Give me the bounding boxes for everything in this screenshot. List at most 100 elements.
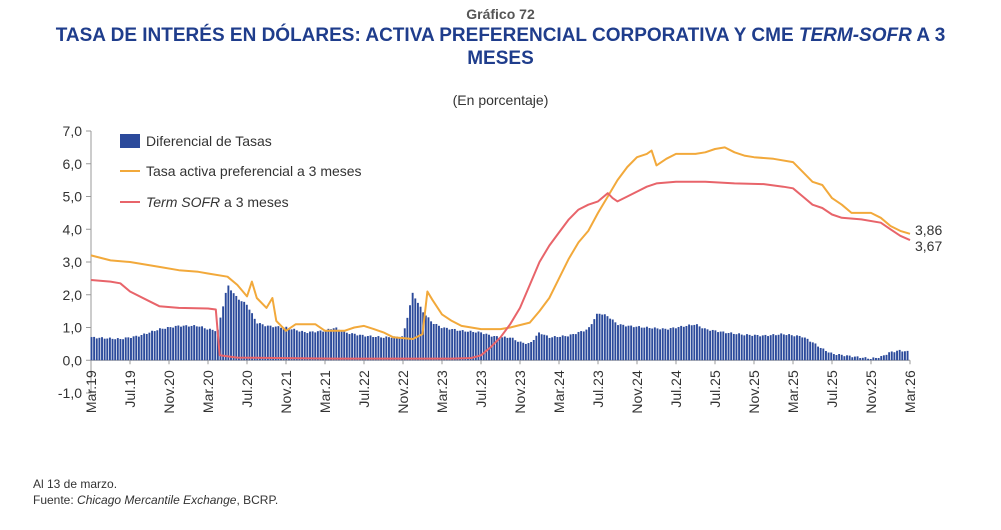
diferencial-bar xyxy=(761,335,764,361)
diferencial-bar xyxy=(380,337,383,361)
diferencial-bar xyxy=(185,325,188,361)
diferencial-bar xyxy=(422,312,425,361)
diferencial-bar xyxy=(796,335,798,361)
diferencial-bar xyxy=(882,355,885,361)
diferencial-bar xyxy=(285,326,288,361)
y-tick-label: -1,0 xyxy=(58,385,82,401)
diferencial-bar xyxy=(274,326,277,361)
bar-series-diferencial xyxy=(90,285,909,361)
diferencial-bar xyxy=(382,337,385,361)
diferencial-bar xyxy=(172,327,175,361)
diferencial-bar xyxy=(272,327,275,361)
legend-label-active: Tasa activa preferencial a 3 meses xyxy=(146,163,362,179)
diferencial-bar xyxy=(430,321,433,361)
diferencial-bar xyxy=(509,337,512,361)
diferencial-bar xyxy=(390,337,393,361)
diferencial-bar xyxy=(490,336,493,361)
footnote-date: Al 13 de marzo. xyxy=(33,477,118,491)
diferencial-bar xyxy=(343,331,346,361)
diferencial-bar xyxy=(888,352,891,361)
x-tick-label: Mar.25 xyxy=(785,370,801,413)
diferencial-bar xyxy=(140,335,143,361)
diferencial-bar xyxy=(330,329,332,361)
diferencial-bar xyxy=(519,341,522,361)
x-tick-label: Jul.23 xyxy=(590,370,606,408)
x-tick-label: Jul.23 xyxy=(473,370,489,408)
diferencial-bar xyxy=(322,331,325,361)
diferencial-bar xyxy=(896,350,898,361)
diferencial-bar xyxy=(280,327,282,361)
diferencial-bar xyxy=(846,355,848,361)
diferencial-bar xyxy=(314,332,317,361)
diferencial-bar xyxy=(206,329,209,361)
x-tick-label: Jul.20 xyxy=(239,370,255,408)
diferencial-bar xyxy=(151,330,153,361)
diferencial-bar xyxy=(811,342,814,361)
diferencial-bar xyxy=(451,329,454,361)
diferencial-bar xyxy=(527,343,530,361)
diferencial-bar xyxy=(461,330,464,361)
legend-label-sofr: Term SOFR a 3 meses xyxy=(146,194,289,210)
diferencial-bar xyxy=(588,327,590,361)
diferencial-bar xyxy=(701,328,704,361)
diferencial-bar xyxy=(269,325,272,361)
diferencial-bar xyxy=(177,325,180,361)
chart-title-italic: TERM-SOFR xyxy=(798,25,912,46)
diferencial-bar xyxy=(103,338,106,361)
diferencial-bar xyxy=(798,335,801,361)
diferencial-bar xyxy=(553,336,556,361)
diferencial-bar xyxy=(630,325,633,361)
diferencial-bar xyxy=(590,324,593,361)
diferencial-bar xyxy=(890,351,893,361)
diferencial-bar xyxy=(595,313,598,361)
diferencial-bar xyxy=(290,329,293,361)
diferencial-bar xyxy=(867,358,870,361)
diferencial-bar xyxy=(398,337,401,361)
diferencial-bar xyxy=(727,333,730,361)
diferencial-bar xyxy=(724,333,727,361)
diferencial-bar xyxy=(901,351,904,361)
diferencial-bar xyxy=(719,331,722,361)
diferencial-bar xyxy=(261,324,264,361)
diferencial-bar xyxy=(266,325,269,361)
x-tick-label: Jul.25 xyxy=(824,370,840,408)
diferencial-bar xyxy=(148,332,151,361)
diferencial-bar xyxy=(730,332,733,361)
diferencial-bar xyxy=(353,333,356,361)
diferencial-bar xyxy=(211,329,214,361)
diferencial-bar xyxy=(219,317,222,361)
diferencial-bar xyxy=(135,335,138,361)
diferencial-bar xyxy=(577,331,580,361)
diferencial-bar xyxy=(235,295,238,361)
diferencial-bar xyxy=(838,354,841,361)
diferencial-bar xyxy=(703,328,706,361)
diferencial-bar xyxy=(806,338,809,361)
diferencial-bar xyxy=(624,326,627,361)
diferencial-bar xyxy=(440,328,443,361)
y-tick-label: 0,0 xyxy=(63,352,83,368)
x-tick-label: Mar.24 xyxy=(551,370,567,413)
diferencial-bar xyxy=(351,333,354,361)
diferencial-bar xyxy=(416,302,419,361)
diferencial-bar xyxy=(574,334,577,361)
diferencial-bar xyxy=(174,325,177,361)
diferencial-bar xyxy=(180,326,182,361)
diferencial-bar xyxy=(693,324,696,361)
diferencial-bar xyxy=(893,352,896,361)
diferencial-bar xyxy=(774,335,777,361)
diferencial-bar xyxy=(116,338,119,361)
diferencial-bar xyxy=(372,337,375,361)
diferencial-bar xyxy=(582,331,585,361)
diferencial-bar xyxy=(243,301,246,361)
diferencial-bar xyxy=(764,334,767,361)
diferencial-bar xyxy=(230,290,232,361)
diferencial-bar xyxy=(861,357,864,361)
diferencial-bar xyxy=(337,329,340,361)
diferencial-bar xyxy=(498,337,501,361)
diferencial-bar xyxy=(427,317,430,361)
diferencial-bar xyxy=(669,328,672,361)
diferencial-bar xyxy=(227,285,230,361)
x-tick-label: Nov.21 xyxy=(278,370,294,414)
diferencial-bar xyxy=(803,337,806,361)
diferencial-bar xyxy=(98,337,101,361)
